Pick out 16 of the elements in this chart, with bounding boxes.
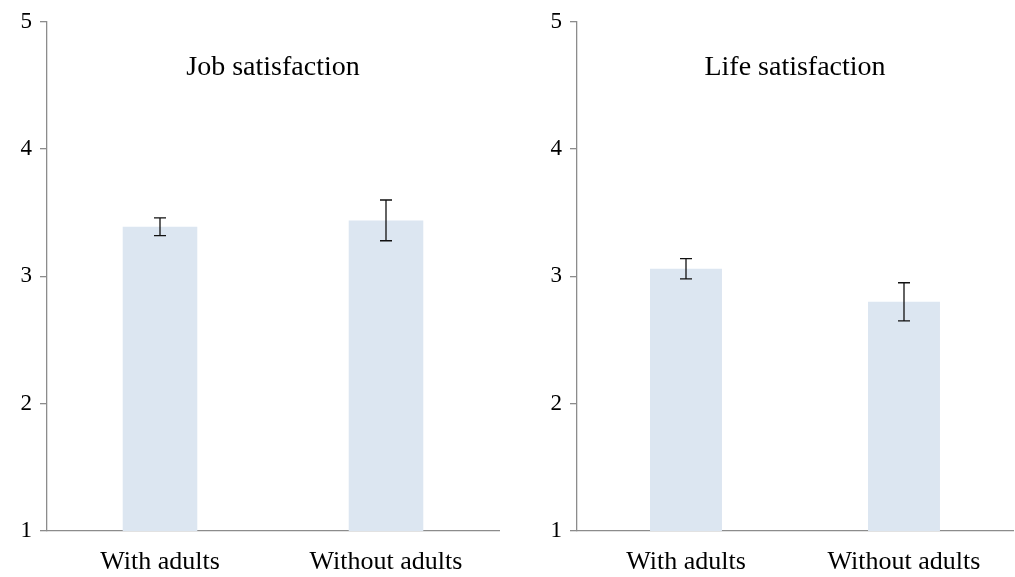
y-tick-label: 3 <box>550 262 562 288</box>
y-tick-label: 5 <box>550 7 562 33</box>
y-tick-label: 5 <box>20 7 32 33</box>
x-tick-label: With adults <box>100 546 220 576</box>
x-tick-label: Without adults <box>827 546 981 576</box>
y-tick-label: 1 <box>550 517 562 543</box>
y-tick-label: 2 <box>20 389 32 415</box>
y-tick-label: 2 <box>550 389 562 415</box>
x-tick-label: With adults <box>626 546 746 576</box>
y-tick-label: 4 <box>20 135 33 161</box>
y-tick-label: 3 <box>20 262 32 288</box>
text: Life satisfaction <box>704 50 886 82</box>
y-tick-label: 4 <box>550 135 563 161</box>
text: Job satisfaction <box>186 50 360 82</box>
x-tick-label: Without adults <box>309 546 463 576</box>
y-tick-label: 1 <box>20 517 32 543</box>
